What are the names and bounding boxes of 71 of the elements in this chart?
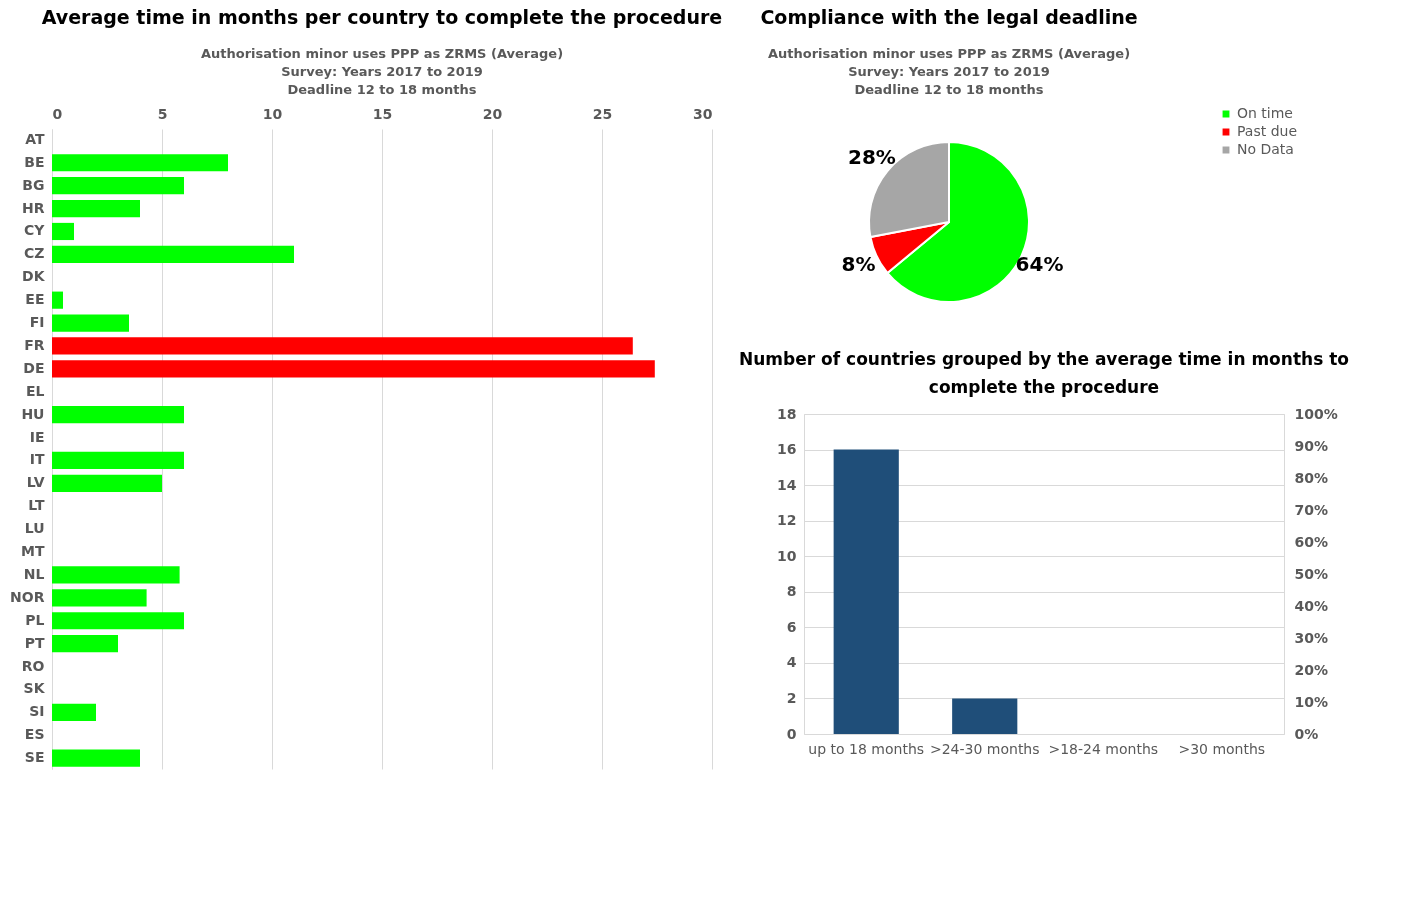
legend-label: Past due: [1237, 123, 1297, 139]
y2-tick-label: 60%: [1294, 533, 1329, 550]
x-tick-label: >30 months: [1178, 740, 1266, 757]
y-tick-label: DK: [22, 268, 46, 285]
legend-label: On time: [1237, 105, 1293, 121]
y2-tick-label: 10%: [1294, 693, 1329, 710]
y-tick-label: BE: [24, 153, 45, 170]
y-tick-label: 14: [777, 476, 797, 493]
x-tick-label: >18-24 months: [1048, 740, 1159, 757]
y2-tick-label: 40%: [1294, 597, 1329, 614]
y2-tick-label: 0%: [1294, 725, 1319, 742]
data-label: 28%: [848, 145, 896, 170]
x-tick-label: 10: [262, 105, 283, 122]
chart-subtitle: Authorisation minor uses PPP as ZRMS (Average) Survey: Years 2017 to 2019 Deadline 12 to 18 months: [767, 46, 1131, 97]
y-tick-label: SE: [24, 749, 45, 766]
data-label: 64%: [1015, 251, 1064, 276]
y-tick-label: 10: [777, 547, 797, 564]
legend-label: No Data: [1237, 141, 1294, 157]
y-tick-label: PT: [24, 634, 45, 651]
y-tick-label: EE: [25, 291, 45, 308]
y-tick-label: IT: [29, 451, 45, 468]
y-tick-label: LU: [24, 520, 45, 537]
y-tick-label: FI: [29, 314, 45, 331]
y-tick-label: PL: [25, 611, 45, 628]
y-tick-label: 4: [786, 654, 797, 671]
y-tick-label: 16: [777, 441, 797, 458]
y-tick-label: FR: [24, 336, 45, 353]
y-tick-label: 6: [786, 618, 797, 635]
y-tick-label: MT: [21, 543, 45, 560]
y-tick-label: DE: [23, 359, 45, 376]
y2-tick-label: 20%: [1294, 661, 1329, 678]
y-tick-label: 12: [777, 512, 797, 529]
y-tick-label: EL: [26, 382, 45, 399]
y-tick-label: 8: [786, 583, 797, 600]
x-tick-label: 25: [592, 105, 613, 122]
x-tick-label: >24-30 months: [929, 740, 1040, 757]
y-tick-label: HU: [21, 405, 45, 422]
y-tick-label: AT: [25, 130, 45, 147]
y-tick-label: NOR: [10, 588, 45, 605]
x-tick-label: 30: [693, 105, 713, 122]
y2-tick-label: 70%: [1294, 501, 1329, 518]
y-tick-label: ES: [24, 726, 45, 743]
y-tick-label: RO: [21, 657, 45, 674]
y-tick-label: LT: [28, 497, 45, 514]
chart-title: Number of countries grouped by the average time in months to complete the procedure: [739, 349, 1349, 397]
y2-tick-label: 50%: [1294, 565, 1329, 582]
y2-tick-label: 90%: [1294, 437, 1329, 454]
y2-tick-label: 100%: [1294, 405, 1338, 422]
y-tick-label: HR: [22, 199, 45, 216]
y-tick-label: CZ: [24, 245, 45, 262]
x-tick-label: 15: [372, 105, 393, 122]
y-tick-label: 2: [786, 689, 797, 706]
data-label: 8%: [841, 251, 876, 276]
chart-title: Compliance with the legal deadline: [760, 6, 1138, 28]
y-tick-label: 18: [777, 405, 797, 422]
y-tick-label: BG: [22, 176, 45, 193]
y2-tick-label: 80%: [1294, 469, 1329, 486]
y-tick-label: IE: [29, 428, 45, 445]
y2-tick-label: 30%: [1294, 629, 1329, 646]
y-tick-label: NL: [23, 565, 45, 582]
x-tick-label: 0: [52, 105, 63, 122]
chart-title: Average time in months per country to complete the procedure: [41, 6, 723, 28]
chart-subtitle: Authorisation minor uses PPP as ZRMS (Average) Survey: Years 2017 to 2019 Deadline 12 to 18 months: [200, 46, 564, 97]
y-tick-label: CY: [24, 222, 46, 239]
y-tick-label: LV: [26, 474, 45, 491]
x-tick-label: up to 18 months: [808, 740, 925, 757]
y-tick-label: SK: [23, 680, 46, 697]
y-tick-label: SI: [29, 703, 45, 720]
x-tick-label: 20: [482, 105, 503, 122]
x-tick-label: 5: [157, 105, 168, 122]
y-tick-label: 0: [786, 725, 797, 742]
